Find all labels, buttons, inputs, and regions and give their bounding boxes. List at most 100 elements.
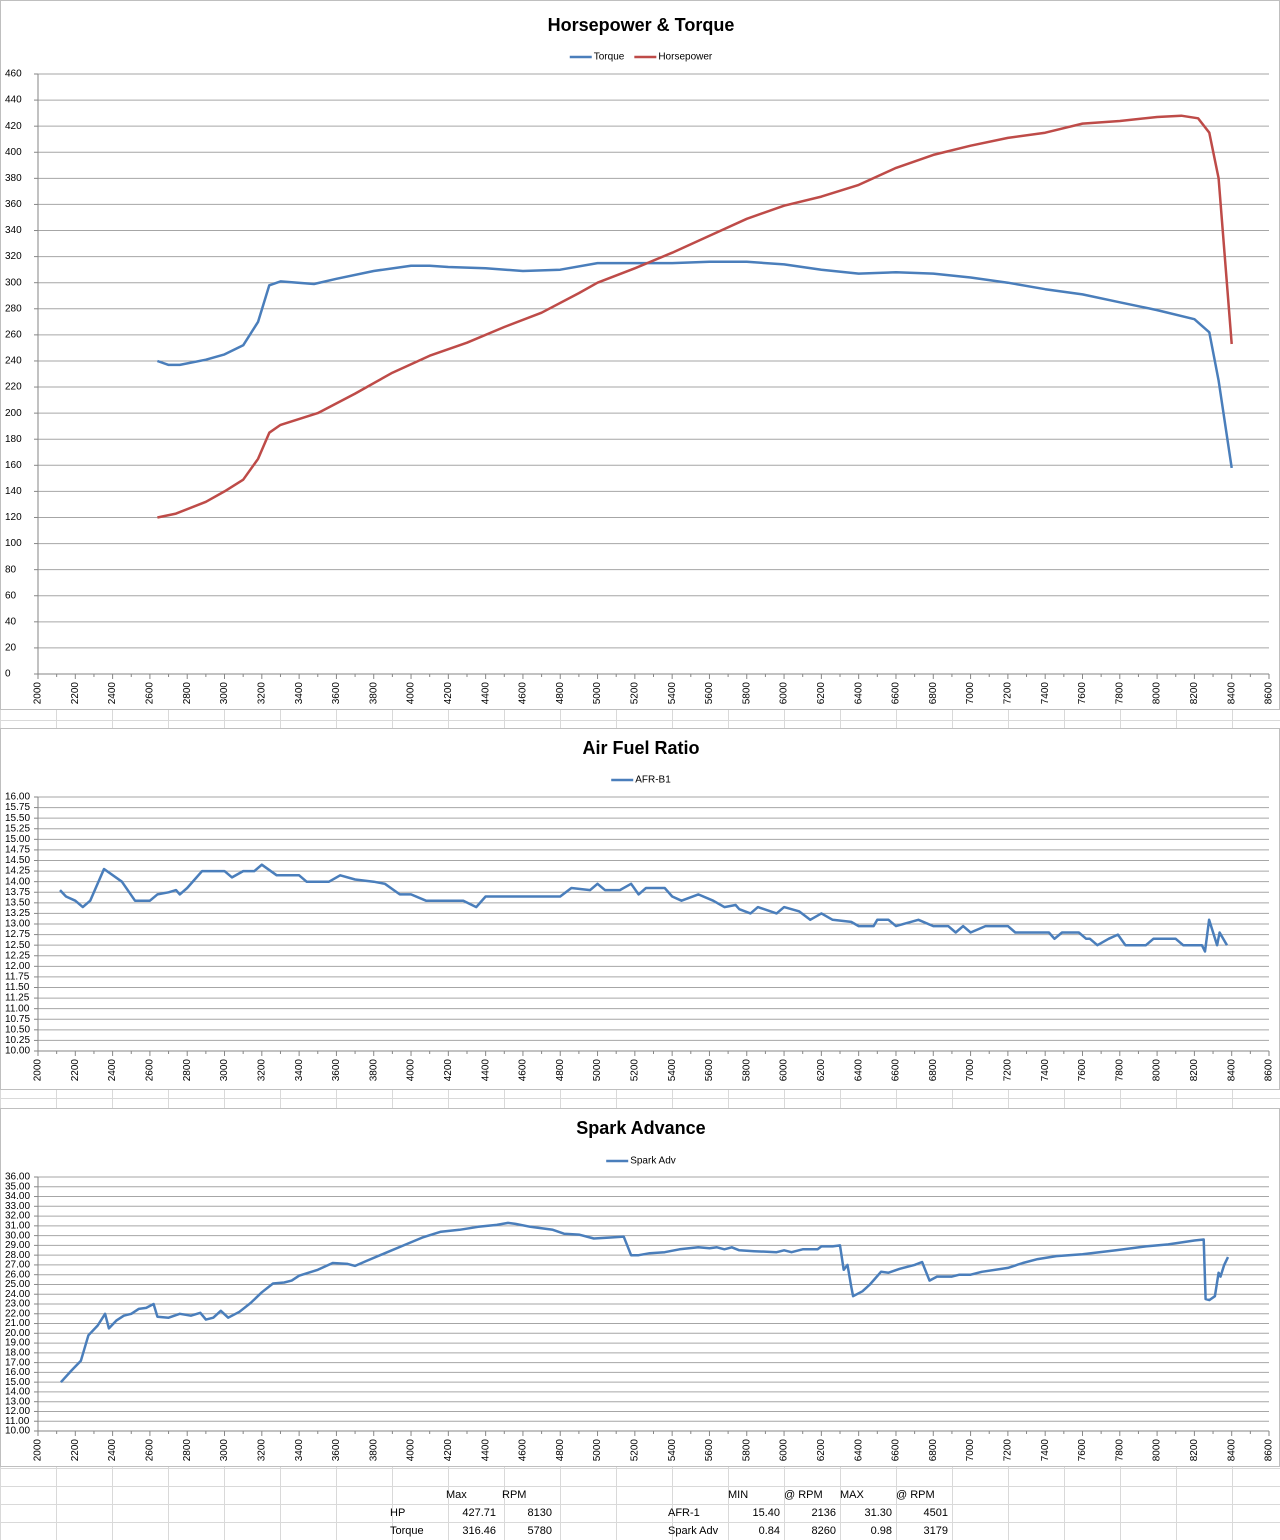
x-tick-label: 5400: [667, 1439, 678, 1462]
x-tick-label: 2400: [107, 1059, 118, 1082]
x-tick-label: 7400: [1040, 1059, 1051, 1082]
x-tick-label: 3800: [368, 682, 379, 705]
table-cell: 8260: [811, 1525, 836, 1537]
y-tick-label: 16.00: [5, 1367, 30, 1378]
y-tick-label: 14.00: [5, 1387, 30, 1398]
y-tick-label: 40: [5, 616, 17, 627]
table-cell: 0.84: [758, 1525, 780, 1537]
x-tick-label: 5400: [667, 682, 678, 705]
y-tick-label: 440: [5, 95, 22, 106]
x-tick-label: 6000: [779, 1059, 790, 1082]
x-tick-label: 6600: [891, 1439, 902, 1462]
x-tick-label: 4600: [518, 1059, 529, 1082]
y-tick-label: 60: [5, 590, 17, 601]
x-tick-label: 6200: [816, 1439, 827, 1462]
x-tick-label: 3200: [256, 682, 267, 705]
x-tick-label: 2600: [145, 682, 156, 705]
x-tick-label: 4800: [555, 1059, 566, 1082]
x-tick-label: 6000: [779, 682, 790, 705]
x-tick-label: 8400: [1226, 1439, 1237, 1462]
y-tick-label: 300: [5, 277, 22, 288]
y-tick-label: 14.25: [5, 866, 30, 877]
x-tick-label: 5800: [741, 1059, 752, 1082]
y-tick-label: 360: [5, 199, 22, 210]
y-tick-label: 33.00: [5, 1201, 30, 1212]
x-tick-label: 5200: [629, 1059, 640, 1082]
table-cell: 2136: [811, 1507, 836, 1519]
chart: Horsepower & Torque 0 20 40 60 80 100 120 140 160…: [0, 0, 1280, 710]
y-tick-label: 31.00: [5, 1220, 30, 1231]
x-tick-label: 8000: [1152, 1439, 1163, 1462]
y-tick-label: 24.00: [5, 1289, 30, 1300]
x-tick-label: 7200: [1003, 682, 1014, 705]
x-tick-label: 2800: [182, 1439, 193, 1462]
x-tick-label: 4800: [555, 682, 566, 705]
x-tick-label: 4000: [406, 1059, 417, 1082]
x-tick-label: 6600: [891, 682, 902, 705]
y-tick-label: 260: [5, 330, 22, 341]
x-tick-label: 6000: [779, 1439, 790, 1462]
y-tick-label: 11.00: [5, 1416, 30, 1427]
table-header: RPM: [502, 1489, 527, 1501]
x-tick-label: 7400: [1040, 682, 1051, 705]
y-tick-label: 15.00: [5, 1377, 30, 1388]
x-tick-label: 5600: [704, 682, 715, 705]
table-cell: 4501: [923, 1507, 948, 1519]
table-cell: Torque: [390, 1525, 424, 1537]
data-line: [157, 114, 1233, 519]
y-tick-label: 26.00: [5, 1269, 30, 1280]
y-tick-label: 25.00: [5, 1279, 30, 1290]
x-tick-label: 2600: [145, 1439, 156, 1462]
x-tick-label: 2200: [70, 1059, 81, 1082]
x-tick-label: 7000: [965, 1059, 976, 1082]
x-tick-label: 2000: [33, 682, 44, 705]
y-tick-label: 17.00: [5, 1357, 30, 1368]
y-tick-label: 11.25: [5, 993, 30, 1004]
y-tick-label: 12.00: [5, 961, 30, 972]
y-tick-label: 18.00: [5, 1347, 30, 1358]
y-tick-label: 14.75: [5, 845, 30, 856]
x-tick-label: 3000: [219, 1439, 230, 1462]
x-tick-label: 4600: [518, 1439, 529, 1462]
x-tick-label: 2000: [33, 1059, 44, 1082]
data-line: [156, 260, 1233, 469]
table-header: @ RPM: [784, 1489, 823, 1501]
x-tick-label: 4400: [480, 1059, 491, 1082]
table-cell: AFR-1: [668, 1507, 700, 1519]
y-tick-label: 10.75: [5, 1014, 30, 1025]
x-tick-label: 2200: [70, 682, 81, 705]
x-tick-label: 8600: [1264, 1439, 1275, 1462]
x-tick-label: 4400: [480, 682, 491, 705]
table-cell: 8130: [527, 1507, 552, 1519]
x-tick-label: 3400: [294, 1439, 305, 1462]
x-tick-label: 7400: [1040, 1439, 1051, 1462]
y-tick-label: 14.00: [5, 876, 30, 887]
x-tick-label: 7000: [965, 682, 976, 705]
x-tick-label: 8400: [1226, 1059, 1237, 1082]
table-cell: 5780: [527, 1525, 552, 1537]
x-tick-label: 4000: [406, 682, 417, 705]
y-tick-label: 19.00: [5, 1338, 30, 1349]
x-tick-label: 6200: [816, 682, 827, 705]
x-tick-label: 7200: [1003, 1439, 1014, 1462]
y-tick-label: 11.50: [5, 982, 30, 993]
y-tick-label: 380: [5, 173, 22, 184]
y-tick-label: 120: [5, 512, 22, 523]
x-tick-label: 6800: [928, 1059, 939, 1082]
x-tick-label: 8600: [1264, 1059, 1275, 1082]
x-tick-label: 7600: [1077, 1439, 1088, 1462]
y-tick-label: 10.00: [5, 1426, 30, 1437]
y-tick-label: 80: [5, 564, 17, 575]
chart-title: Horsepower & Torque: [548, 15, 735, 35]
legend-label: Torque: [594, 52, 625, 63]
y-tick-label: 200: [5, 408, 22, 419]
y-tick-label: 13.75: [5, 887, 30, 898]
y-tick-label: 12.75: [5, 929, 30, 940]
x-tick-label: 2200: [70, 1439, 81, 1462]
y-tick-label: 10.00: [5, 1046, 30, 1057]
y-tick-label: 10.25: [5, 1035, 30, 1046]
x-tick-label: 5200: [629, 682, 640, 705]
x-tick-label: 6800: [928, 1439, 939, 1462]
x-tick-label: 8200: [1189, 1439, 1200, 1462]
